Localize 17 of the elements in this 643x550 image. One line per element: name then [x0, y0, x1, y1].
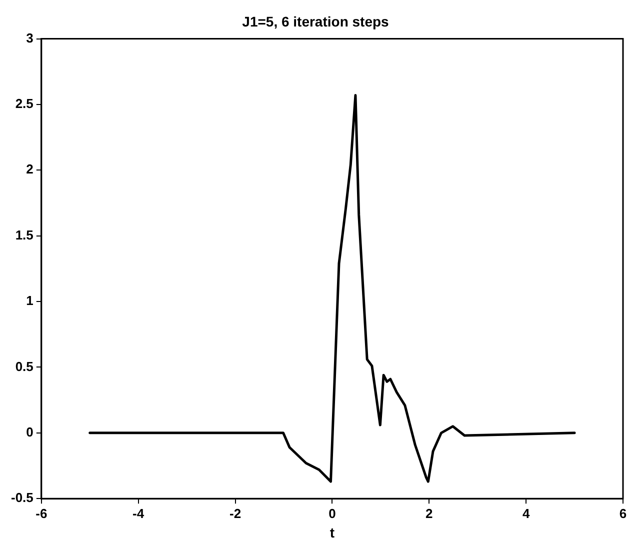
- y-tick-label: 2.5: [15, 96, 34, 112]
- x-axis-title: t: [330, 524, 335, 540]
- x-tick-label: -4: [132, 506, 145, 521]
- x-tick-label: 4: [522, 506, 530, 521]
- x-tick-label: -6: [36, 506, 48, 521]
- y-tick-label: 2: [26, 162, 34, 177]
- x-tick-label: 6: [619, 506, 627, 521]
- chart-title: J1=5, 6 iteration steps: [242, 13, 390, 30]
- y-tick-label: 0.5: [15, 358, 34, 374]
- y-tick-label: 3: [26, 30, 34, 46]
- y-tick-label: 0: [26, 424, 34, 440]
- x-tick-label: -2: [229, 506, 242, 521]
- y-tick-label: 1: [26, 293, 34, 308]
- y-tick-label: -0.5: [10, 490, 34, 506]
- y-tick-label: 1.5: [15, 227, 34, 242]
- x-tick-label: 0: [328, 506, 336, 521]
- x-tick-label: 2: [426, 506, 433, 521]
